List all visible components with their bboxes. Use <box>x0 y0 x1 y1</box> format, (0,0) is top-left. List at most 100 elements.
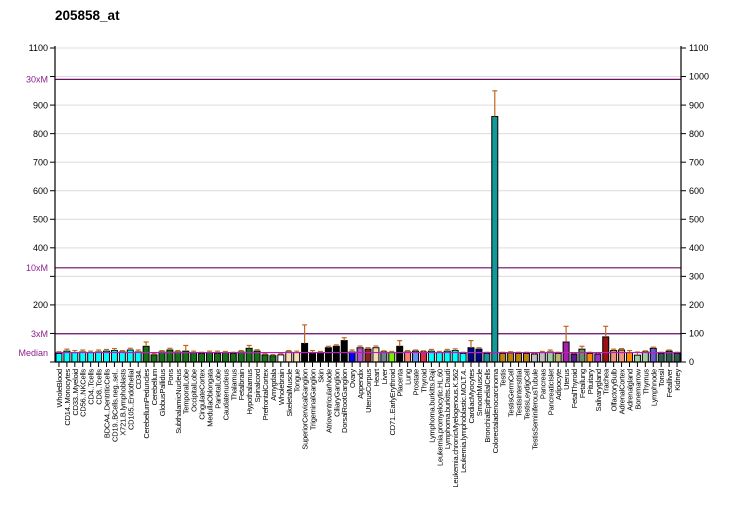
bar-Salivarygland <box>594 353 602 363</box>
y-axis-label-left: 600 <box>33 186 48 196</box>
x-axis-label: Hypothalamus <box>245 369 254 415</box>
x-axis-label: AdrenalCortex <box>618 369 627 415</box>
x-axis-label: Spinalcord <box>253 369 262 402</box>
bar-Thalamus <box>229 352 237 363</box>
x-axis-label: DorsalRootGanglion <box>340 369 349 433</box>
x-axis-label: Prostate <box>412 369 421 395</box>
bar-BronchialEpithelialCells <box>483 352 491 363</box>
bar-Caudatenucleus <box>221 352 229 363</box>
bar-Kidney <box>673 352 681 363</box>
x-axis-label: CD33..Myeloid <box>71 369 80 416</box>
x-axis-label: CiliaryGanglion <box>332 369 341 417</box>
median-multiple-label-10xM: 10xM <box>26 263 48 273</box>
y-axis-label-left: 500 <box>33 214 48 224</box>
y-axis-label-right: 100 <box>689 329 704 339</box>
bar-Adrenalgland <box>625 352 633 363</box>
x-axis-label: Leukemia.chronicMyelogenous.K.562 <box>451 369 460 488</box>
x-axis-label: Fetallung <box>578 369 587 398</box>
x-axis-label: Appendix <box>356 369 365 399</box>
bar-WholeBlood <box>55 352 63 363</box>
bar-Tongue <box>293 352 301 363</box>
bar-CiliaryGanglion <box>332 345 340 363</box>
x-axis-label: Tonsil <box>657 368 666 387</box>
bar-Placenta <box>396 345 404 363</box>
bar-SmoothMuscle <box>475 348 483 363</box>
bar-UterusCorpus <box>364 348 372 363</box>
x-axis-label: Adrenalgland <box>625 369 634 411</box>
y-axis-label-right: 800 <box>689 129 704 139</box>
x-axis-label: BDCA4..DentriticCells <box>103 369 112 439</box>
bar-Heart <box>372 347 380 363</box>
bar-TestisInterstitial <box>515 352 523 363</box>
bar-Hypothalamus <box>245 347 253 363</box>
x-axis-label: Salivarygland <box>594 369 603 411</box>
x-axis-label: CD56..NKCells <box>79 369 88 417</box>
y-axis-label-left: 400 <box>33 243 48 253</box>
bar-Bonemarrow <box>633 354 641 363</box>
x-axis-label: Testis <box>499 369 508 387</box>
bar-Skin <box>316 352 324 363</box>
x-axis-label: Pancreas <box>538 369 547 400</box>
bar-CD8..Tcells <box>95 351 103 363</box>
y-axis-label-right: 200 <box>689 300 704 310</box>
x-axis-label: Placenta <box>396 368 405 397</box>
x-axis-label: Leukemia.promyelocytic.HL.60 <box>435 369 444 466</box>
bar-Testis <box>499 352 507 363</box>
bar-TestisSeminiferousTubule <box>530 353 538 363</box>
y-axis-label-right: 0 <box>689 357 694 367</box>
y-axis-label-left: 700 <box>33 157 48 167</box>
x-axis-label: PancreaticIslet <box>546 368 555 415</box>
x-axis-label: Ovary <box>348 369 357 388</box>
x-axis-label: CD14..Monocytes <box>63 369 72 426</box>
x-axis-label: Lymphnode <box>649 369 658 406</box>
bar-CingulateCortex <box>198 352 206 363</box>
y-axis-label-left: 1100 <box>29 43 48 53</box>
x-axis-label: Uterus <box>562 369 571 390</box>
bar-TestisLeydigCell <box>522 352 530 363</box>
x-axis-label: OccipitalLobe <box>190 369 199 412</box>
x-axis-label: Thymus <box>641 369 650 395</box>
x-axis-label: Amygdala <box>269 368 278 401</box>
x-axis-label: MedullaOblongata <box>206 368 215 427</box>
x-axis-label: Trachea <box>602 368 611 395</box>
bar-Trachea <box>602 336 610 363</box>
x-axis-label: CD19..BCells.neg..sel.. <box>110 369 119 442</box>
x-axis-label: Fetalliver <box>665 368 674 397</box>
x-axis-label: Skin <box>316 369 325 383</box>
bar-X721.B.lymphoblasts <box>118 351 126 363</box>
bar-PancreaticIslet <box>546 351 554 363</box>
x-axis-label: TestisLeydigCell <box>522 368 531 420</box>
bar-CardiacMyocytes <box>467 347 475 363</box>
y-axis-label-right: 1000 <box>689 72 709 82</box>
x-axis-label: Lymphoma.burkitts.Daudi <box>443 368 452 449</box>
y-axis-label-right: 600 <box>689 186 704 196</box>
bar-GlobusPallidus <box>158 351 166 363</box>
bar-PrefrontalCortex <box>261 354 269 363</box>
bar-DorsalRootGanglion <box>340 340 348 363</box>
bar-Cerebellum <box>150 354 158 363</box>
x-axis-label: CD105..Endothelial <box>126 368 135 430</box>
x-axis-label: CerebellumPeduncles <box>142 369 151 439</box>
x-axis-label: TestisSeminiferousTubule <box>530 369 539 450</box>
bar-Fetallung <box>578 348 586 363</box>
x-axis-label: Fetalbrain <box>237 369 246 400</box>
bar-Pituitary <box>586 352 594 363</box>
x-axis-label: OlfactoryBulb <box>610 369 619 411</box>
y-axis-label-right: 1100 <box>689 43 708 53</box>
y-axis-label-right: 300 <box>689 272 704 282</box>
x-axis-label: SuperiorCervicalGanglion <box>301 369 310 450</box>
y-axis-label-left: 900 <box>33 100 48 110</box>
bar-Fetalbrain <box>237 351 245 363</box>
x-axis-label: Liver <box>380 368 389 384</box>
x-axis-label: ParietalLobe <box>213 369 222 409</box>
x-axis-label: Cerebellum <box>150 369 159 405</box>
bar-Ovary <box>348 351 356 363</box>
x-axis-label: Colorectaladenocarcinoma <box>491 368 500 453</box>
x-axis-label: CD71..EarlyErythroid <box>388 369 397 435</box>
x-axis-label: CardiacMyocytes <box>467 369 476 424</box>
y-axis-label-left: 200 <box>33 300 48 310</box>
x-axis-label: Kidney <box>673 369 682 391</box>
bar-MedullaOblongata <box>206 352 214 363</box>
bar-CD34. <box>134 351 142 363</box>
